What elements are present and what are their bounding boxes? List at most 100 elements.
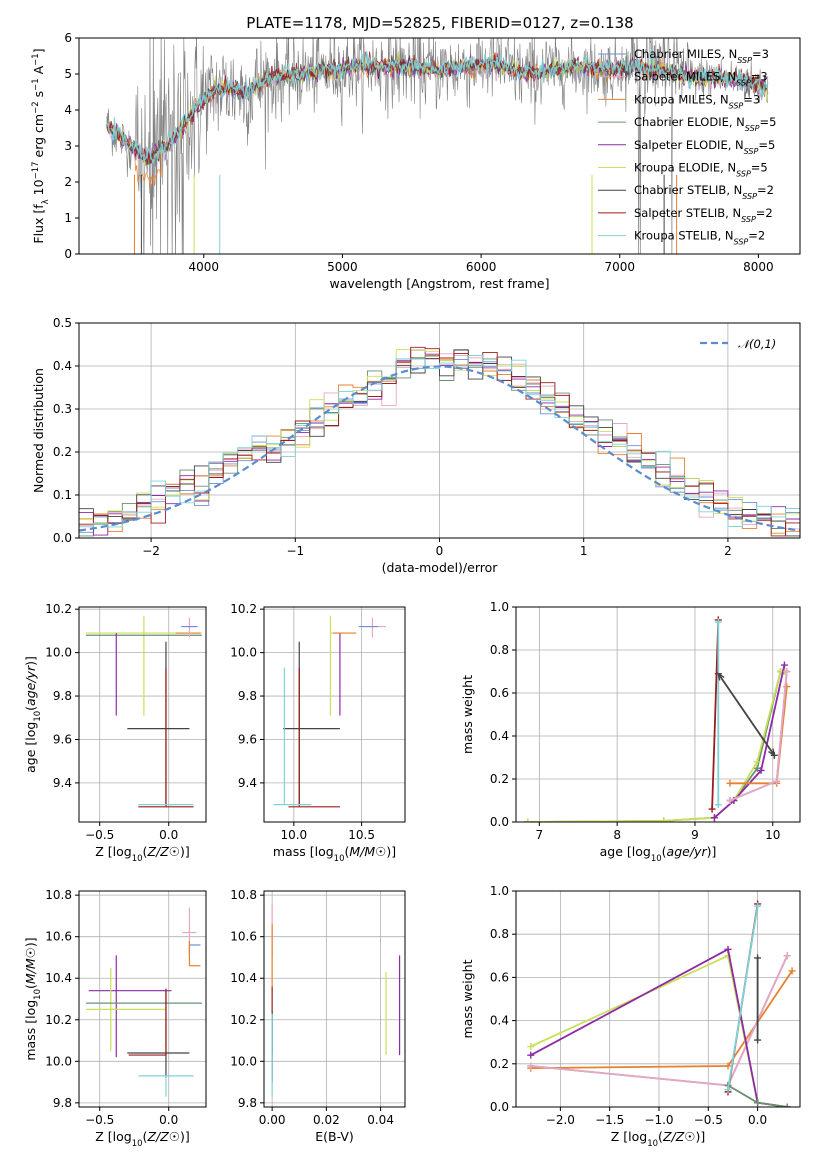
y-tick-label: 10.6 <box>230 930 257 944</box>
legend-label-chabrier_stelib: Chabrier STELIB, NSSP=2 <box>634 183 774 201</box>
model-line-kroupa_stelib <box>106 49 769 164</box>
y-axis-label: mass weight <box>460 675 475 754</box>
x-tick-label: 9 <box>691 828 699 842</box>
y-tick-label: 0.2 <box>490 772 509 786</box>
weight-line-salpeter_elodie <box>713 664 786 819</box>
x-tick-label: 0.00 <box>259 1113 286 1127</box>
x-tick-label: 6000 <box>466 260 497 274</box>
weight-marker-chabrier_elodie <box>754 1099 762 1107</box>
y-tick-label: 4 <box>64 103 72 117</box>
weight-marker-salpeter_miles <box>783 952 791 960</box>
y-tick-label: 0.0 <box>53 531 72 545</box>
y-tick-label: 0.4 <box>490 729 509 743</box>
y-tick-label: 0.3 <box>53 402 72 416</box>
x-tick-label: −1.0 <box>644 1113 673 1127</box>
weight-marker-chabrier_elodie <box>753 764 761 772</box>
y-tick-label: 9.4 <box>53 776 72 790</box>
legend-label-salpeter_elodie: Salpeter ELODIE, NSSP=5 <box>634 138 775 156</box>
weight-marker-kroupa_stelib <box>724 1086 732 1094</box>
x-tick-label: 7 <box>536 828 544 842</box>
y-axis-label: age [log10(age/yr)] <box>23 656 43 773</box>
x-tick-label: 10 <box>765 828 780 842</box>
x-axis-label: (data-model)/error <box>382 560 499 575</box>
axes-frame <box>515 890 801 1108</box>
weight-marker-kroupa_miles <box>726 779 734 787</box>
weight-marker-kroupa_stelib <box>714 801 722 809</box>
y-tick-label: 0.0 <box>490 1100 509 1114</box>
x-tick-label: −2 <box>142 544 160 558</box>
weight-line-chabrier_stelib <box>717 673 776 756</box>
x-axis-label: wavelength [Angstrom, rest frame] <box>329 276 549 291</box>
y-axis-label: mass [log10(M/M☉)] <box>23 937 43 1060</box>
weight-marker-salpeter_elodie <box>757 766 765 774</box>
x-tick-label: 0.0 <box>748 1113 767 1127</box>
errorbar-salpeter_stelib <box>138 667 194 808</box>
weight-marker-kroupa_miles <box>724 1062 732 1070</box>
x-tick-label: −0.5 <box>85 1113 114 1127</box>
legend-label-salpeter_miles: Salpeter MILES, NSSP=3 <box>634 70 768 88</box>
y-axis-label: mass weight <box>460 959 475 1038</box>
y-tick-label: 0.2 <box>53 445 72 459</box>
y-tick-label: 2 <box>64 175 72 189</box>
x-tick-label: −0.5 <box>694 1113 723 1127</box>
legend-label-chabrier_elodie: Chabrier ELODIE, NSSP=5 <box>634 115 776 133</box>
weight-marker-salpeter_elodie <box>780 661 788 669</box>
y-tick-label: 9.8 <box>53 689 72 703</box>
plot-area-age_vs_Z <box>85 615 202 808</box>
errorbar-chabrier_stelib <box>127 641 190 805</box>
x-tick-label: 4000 <box>189 260 220 274</box>
y-tick-label: 10.6 <box>45 930 72 944</box>
plot-area-mass_vs_ebv <box>271 903 401 1097</box>
axes-frame <box>263 890 406 1108</box>
x-tick-label: 8000 <box>743 260 774 274</box>
axes-frame <box>78 890 207 1108</box>
weight-marker-kroupa_stelib <box>754 902 762 910</box>
panel-age_vs_mass: 10.0 10.5 9.4 9.6 9.8 10.0 10.2 mass [log10(M/M… <box>230 602 406 864</box>
legend-label-kroupa_stelib: Kroupa STELIB, NSSP=2 <box>634 229 765 247</box>
x-axis-label: Z [log10(Z/Z☉)] <box>611 1129 706 1149</box>
x-tick-label: 10.5 <box>348 828 375 842</box>
plot-area-weight_vs_Z <box>527 900 796 1107</box>
axes-frame <box>263 606 406 823</box>
weight-marker-chabrier_stelib <box>754 1036 762 1044</box>
panel-spectrum: 4000 5000 6000 7000 8000 0 1 2 3 4 5 6 wavelength [A… <box>31 31 801 291</box>
weight-marker-kroupa_elodie <box>527 1043 535 1051</box>
errorbar-kroupa_elodie <box>85 967 166 1051</box>
weight-marker-kroupa_elodie <box>524 818 532 822</box>
plot-area-age_vs_mass <box>273 615 387 808</box>
y-tick-label: 10.0 <box>230 1054 257 1068</box>
weight-line-salpeter_stelib <box>711 619 720 810</box>
y-tick-label: 9.4 <box>238 776 257 790</box>
x-tick-label: 0.02 <box>313 1113 340 1127</box>
y-tick-label: 0.8 <box>490 643 509 657</box>
x-tick-label: 0.0 <box>159 1113 178 1127</box>
weight-line-chabrier_elodie <box>527 670 785 822</box>
legend-label-chabrier_miles: Chabrier MILES, NSSP=3 <box>634 47 769 65</box>
legend-label-salpeter_stelib: Salpeter STELIB, NSSP=2 <box>634 206 773 224</box>
x-tick-label: 2 <box>724 544 732 558</box>
x-tick-label: 5000 <box>327 260 358 274</box>
panel-mass_vs_ebv: 0.00 0.02 0.04 9.8 10.0 10.2 10.4 10.6 10.8 E(B-V… <box>230 888 406 1144</box>
x-tick-label: 0.04 <box>367 1113 394 1127</box>
y-axis-label: Normed distribution <box>31 368 46 493</box>
y-tick-label: 10.8 <box>230 888 257 902</box>
errorbar-kroupa_stelib <box>273 667 312 806</box>
errorbar-chabrier_stelib <box>127 990 190 1078</box>
x-axis-label: mass [log10(M/M☉)] <box>273 844 396 864</box>
y-tick-label: 10.2 <box>230 1013 257 1027</box>
y-tick-label: 0.8 <box>490 927 509 941</box>
figure-title: PLATE=1178, MJD=52825, FIBERID=0127, z=0… <box>246 14 633 32</box>
y-tick-label: 9.8 <box>238 689 257 703</box>
plot-area-weight_vs_age <box>524 616 791 822</box>
arrow-tail <box>717 672 725 681</box>
y-tick-label: 1.0 <box>490 884 509 898</box>
y-tick-label: 9.8 <box>53 1096 72 1110</box>
weight-marker-salpeter_miles <box>773 777 781 785</box>
x-tick-label: 0 <box>436 544 444 558</box>
y-tick-label: 0.5 <box>53 316 72 330</box>
y-tick-label: 10.4 <box>230 971 257 985</box>
weight-marker-salpeter_elodie <box>724 945 732 953</box>
x-axis-label: E(B-V) <box>315 1129 354 1144</box>
spectrum-legend: Chabrier MILES, NSSP=3 Salpeter MILES, NS… <box>598 47 776 246</box>
panel-residuals: −2 −1 0 1 2 0.0 0.1 0.2 0.3 0.4 0.5 (data-model)/er… <box>31 316 801 575</box>
